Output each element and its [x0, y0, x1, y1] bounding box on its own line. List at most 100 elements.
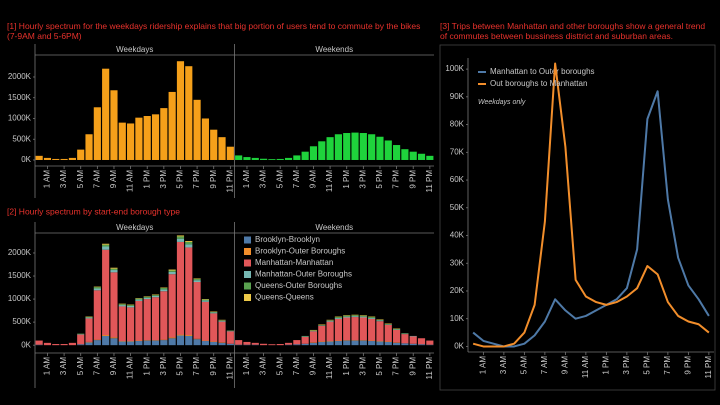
legend-swatch	[244, 259, 251, 267]
bar	[93, 107, 101, 160]
y-tick-label: 70K	[450, 147, 465, 156]
bar-segment	[343, 316, 351, 318]
bar-segment	[235, 340, 243, 345]
bar-segment	[135, 298, 143, 300]
x-tick-label: 7 AM	[292, 357, 301, 376]
bar-segment	[52, 344, 60, 346]
bar	[384, 140, 392, 160]
bar-segment	[334, 341, 342, 346]
y-tick-label: 1500K	[8, 271, 32, 280]
bar-segment	[118, 305, 126, 307]
x-tick-label: 7 AM	[292, 170, 301, 189]
bar-segment	[77, 344, 85, 346]
legend-swatch	[244, 271, 251, 278]
bar-segment	[359, 316, 367, 318]
x-tick-label: 11 AM	[581, 356, 590, 378]
y-tick-label: 1000K	[8, 294, 32, 303]
bar-segment	[309, 342, 318, 346]
x-tick-label: 1 PM	[142, 170, 151, 189]
y-tick-label: 0K	[21, 340, 31, 349]
x-tick-label: 7 PM	[192, 170, 201, 189]
bar-segment	[251, 342, 259, 345]
bar-segment	[102, 335, 110, 346]
bar-segment	[151, 295, 160, 298]
bar	[35, 155, 43, 160]
bar	[276, 158, 284, 160]
bar-segment	[102, 244, 110, 247]
bar	[118, 122, 126, 160]
x-tick-label: 3 PM	[622, 356, 631, 375]
x-tick-label: 5 AM	[275, 170, 284, 189]
bar	[218, 137, 226, 160]
bar	[201, 118, 209, 160]
bar-segment	[193, 278, 201, 281]
y-tick-label: 100K	[445, 64, 464, 73]
bar-segment	[185, 335, 193, 336]
x-tick-label: 1 AM	[43, 170, 52, 189]
bar	[376, 136, 384, 160]
x-tick-label: 11 AM	[126, 357, 135, 379]
bar-segment	[334, 318, 342, 341]
bar-segment	[359, 315, 367, 317]
bar	[351, 132, 359, 160]
bar-segment	[168, 274, 176, 338]
bar	[77, 149, 85, 160]
x-tick-label: 11 PM	[704, 356, 713, 379]
y-tick-label: 500K	[12, 134, 31, 143]
bar-segment	[326, 320, 334, 322]
chart-title: [1] Hourly spectrum for the weekdays rid…	[7, 21, 420, 41]
bar-segment	[284, 342, 293, 345]
y-tick-label: 500K	[12, 317, 31, 326]
bar-segment	[351, 315, 359, 317]
bar-segment	[135, 341, 143, 346]
x-tick-label: 5 PM	[375, 170, 384, 189]
x-tick-label: 3 PM	[159, 170, 168, 189]
bar-segment	[351, 317, 359, 341]
legend-label: Manhattan-Manhattan	[255, 258, 333, 267]
bar-segment	[318, 325, 326, 342]
bar-segment	[293, 344, 301, 346]
bar-segment	[376, 341, 384, 346]
bar-segment	[93, 288, 101, 291]
bar	[210, 129, 218, 160]
bar-segment	[376, 320, 384, 322]
bar	[426, 155, 434, 160]
x-tick-label: 11 AM	[126, 170, 135, 192]
bar	[417, 153, 426, 160]
x-tick-label: 1 AM	[43, 357, 52, 376]
bar-segment	[102, 246, 110, 250]
x-tick-label: 3 AM	[259, 170, 268, 189]
bar-segment	[35, 340, 43, 345]
x-tick-label: 11 AM	[325, 170, 334, 192]
x-tick-label: 11 PM	[425, 357, 434, 380]
bar-segment	[151, 297, 160, 341]
x-tick-label: 5 AM	[275, 357, 284, 376]
bar-segment	[185, 240, 193, 242]
bar	[318, 141, 326, 160]
bar-segment	[151, 294, 160, 296]
legend-label: Manhattan-Outer Boroughs	[255, 270, 352, 279]
bar-segment	[326, 341, 334, 346]
bar-segment	[401, 334, 409, 344]
bar-segment	[368, 318, 376, 341]
bar	[185, 66, 193, 160]
bar-segment	[218, 320, 226, 322]
x-tick-label: 7 PM	[192, 357, 201, 376]
legend-swatch	[244, 248, 251, 255]
bar	[151, 114, 160, 160]
bar-segment	[135, 300, 143, 341]
x-tick-label: 9 PM	[683, 356, 692, 375]
bar-segment	[110, 268, 118, 271]
panel-header: Weekdays	[116, 45, 153, 54]
bar-segment	[201, 301, 209, 341]
bar-segment	[218, 321, 226, 343]
x-tick-label: 7 AM	[540, 356, 549, 375]
bar-segment	[417, 344, 426, 346]
x-tick-label: 1 AM	[242, 170, 251, 189]
bar-segment	[110, 267, 118, 269]
bar-segment	[176, 236, 185, 239]
bar	[85, 134, 93, 160]
bar	[309, 146, 318, 160]
bar	[301, 151, 309, 160]
y-tick-label: 10K	[450, 314, 465, 323]
